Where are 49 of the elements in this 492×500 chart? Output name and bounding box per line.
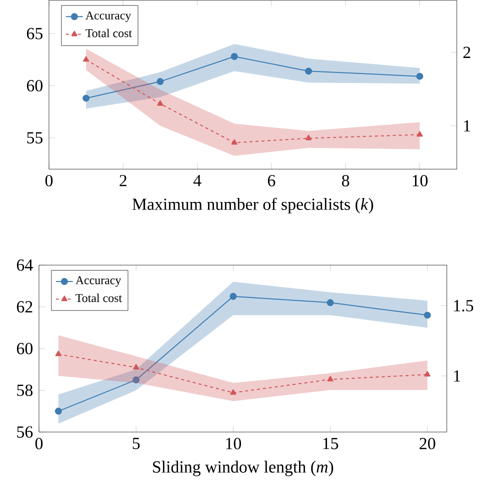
- y-tick-label: 64: [17, 259, 33, 271]
- x-tick-label: 15: [323, 438, 338, 450]
- point: [83, 56, 90, 62]
- point: [132, 376, 140, 384]
- x-tick-label: 6: [268, 174, 276, 186]
- point: [306, 134, 312, 140]
- y-tick-label: 60: [17, 342, 33, 354]
- point: [416, 131, 423, 137]
- point: [157, 100, 164, 106]
- y2-tick-label: 2: [464, 46, 470, 58]
- x-axis-title: Maximum number of specialists (k): [132, 198, 374, 214]
- x-tick-label: 5: [132, 438, 140, 450]
- point: [156, 78, 164, 86]
- y-tick-label: 65: [27, 28, 43, 40]
- point: [327, 376, 334, 382]
- point: [55, 350, 62, 356]
- point: [230, 389, 236, 395]
- x-tick-label: 2: [120, 174, 127, 186]
- point: [231, 139, 238, 145]
- x-tick-label: 8: [342, 174, 350, 186]
- y-tick-label: 58: [17, 384, 33, 396]
- legend-label: Accuracy: [76, 276, 122, 287]
- x-axis-title: Sliding window length (m): [153, 460, 334, 476]
- point: [230, 292, 237, 300]
- point: [326, 299, 334, 306]
- x-tick-label: 10: [412, 174, 428, 186]
- y-tick-label: 55: [27, 132, 43, 144]
- x-tick-label: 0: [45, 174, 53, 186]
- point: [55, 408, 62, 415]
- point: [230, 53, 238, 60]
- y2-tick-label: 1.5: [454, 300, 474, 312]
- y-tick-label: 62: [17, 301, 32, 313]
- point: [424, 312, 431, 319]
- x-tick-label: 0: [35, 438, 43, 450]
- y-tick-label: 60: [27, 80, 43, 92]
- point: [424, 371, 431, 377]
- legend-label: Total cost: [86, 28, 132, 38]
- x-tick-label: 4: [193, 174, 202, 186]
- x-tick-label: 20: [420, 438, 436, 450]
- y2-tick-label: 1: [464, 120, 470, 132]
- point: [133, 364, 140, 370]
- point: [82, 94, 90, 102]
- legend-label: Total cost: [76, 294, 122, 302]
- legend-label: Accuracy: [86, 11, 132, 22]
- y-tick-label: 56: [17, 426, 33, 438]
- y2-tick-label: 1: [454, 370, 460, 382]
- point: [305, 68, 312, 75]
- x-tick-label: 10: [226, 438, 242, 450]
- point: [416, 72, 424, 80]
